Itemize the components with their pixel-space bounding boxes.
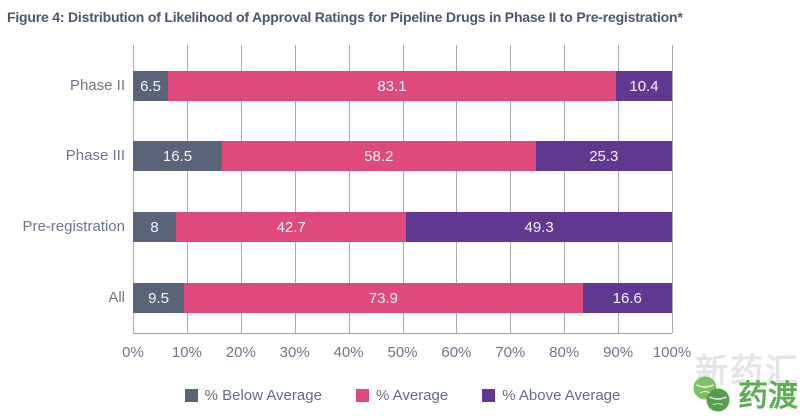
- bar-segment: 83.1: [168, 71, 616, 101]
- gridline: [456, 45, 458, 333]
- bar-value-label: 42.7: [276, 218, 306, 236]
- x-tick-label: 20%: [225, 344, 256, 361]
- bar-row-phase-iii: 16.5 58.2 25.3: [133, 141, 672, 171]
- watermark-logo: 药渡: [688, 374, 798, 414]
- gridline: [510, 45, 512, 333]
- bar-value-label: 16.6: [612, 289, 642, 307]
- legend-label: % Below Average: [204, 387, 322, 404]
- bar-segment: 9.5: [133, 283, 185, 313]
- x-tick-label: 10%: [171, 344, 202, 361]
- gridline: [672, 45, 673, 333]
- x-tick-label: 50%: [387, 344, 418, 361]
- x-tick-label: 70%: [495, 344, 526, 361]
- bar-value-label: 9.5: [148, 289, 170, 307]
- category-label: Pre-registration: [22, 218, 125, 235]
- gridline: [294, 45, 296, 333]
- bar-value-label: 6.5: [140, 77, 161, 95]
- gridline: [564, 45, 566, 333]
- x-tick-label: 100%: [652, 344, 692, 361]
- bar-value-label: 49.3: [524, 218, 554, 236]
- x-tick-label: 90%: [603, 344, 634, 361]
- bar-segment: 73.9: [184, 283, 583, 313]
- bar-value-label: 83.1: [377, 77, 407, 95]
- legend-item: % Average: [355, 387, 449, 404]
- gridline: [240, 45, 242, 333]
- category-label: Phase II: [69, 77, 125, 94]
- figure-title: Figure 4: Distribution of Likelihood of …: [7, 9, 683, 25]
- gridline: [133, 45, 134, 333]
- x-tick-label: 40%: [333, 344, 364, 361]
- legend: % Below Average % Average % Above Average: [133, 387, 672, 404]
- bar-row-phase-ii: 6.5 83.1 10.4: [133, 71, 672, 101]
- legend-item: % Above Average: [482, 387, 620, 404]
- bar-value-label: 73.9: [368, 289, 398, 307]
- gridline: [348, 45, 350, 333]
- legend-label: % Average: [375, 387, 449, 404]
- gridline: [186, 45, 188, 333]
- x-tick-label: 80%: [549, 344, 580, 361]
- legend-swatch: [184, 389, 198, 402]
- gridline: [402, 45, 404, 333]
- bar-segment: 49.3: [406, 212, 672, 242]
- legend-swatch: [355, 389, 369, 402]
- bar-value-label: 10.4: [629, 77, 659, 95]
- x-tick-label: 60%: [441, 344, 472, 361]
- leaf-ball-icon: [693, 376, 730, 412]
- bar-segment: 16.5: [133, 141, 222, 171]
- plot-area: 6.5 83.1 10.4 16.5 58.2 25.3 8 42.7 49.3 9.5 73.9 1…: [133, 45, 673, 334]
- bar-segment: 58.2: [221, 141, 536, 171]
- bar-segment: 10.4: [615, 71, 672, 101]
- bar-segment: 16.6: [582, 283, 672, 313]
- bar-segment: 6.5: [133, 71, 169, 101]
- bar-segment: 25.3: [535, 141, 672, 171]
- x-tick-label: 0%: [122, 344, 144, 361]
- bar-row-all: 9.5 73.9 16.6: [133, 283, 672, 313]
- bar-segment: 42.7: [176, 212, 407, 242]
- category-label: Phase III: [65, 147, 125, 164]
- watermark-background-text: 新药汇: [695, 352, 800, 389]
- watermark-logo-text: 药渡: [738, 380, 798, 413]
- bar-value-label: 16.5: [162, 147, 193, 165]
- legend-swatch: [482, 389, 496, 402]
- bar-value-label: 58.2: [364, 147, 394, 165]
- legend-item: % Below Average: [184, 387, 322, 404]
- legend-label: % Above Average: [502, 387, 621, 404]
- bar-row-pre-registration: 8 42.7 49.3: [133, 212, 672, 242]
- bar-value-label: 8: [150, 218, 159, 236]
- x-tick-label: 30%: [279, 344, 310, 361]
- bar-segment: 8: [133, 212, 177, 242]
- bar-value-label: 25.3: [589, 147, 619, 165]
- category-label: All: [108, 289, 125, 306]
- gridline: [618, 45, 620, 333]
